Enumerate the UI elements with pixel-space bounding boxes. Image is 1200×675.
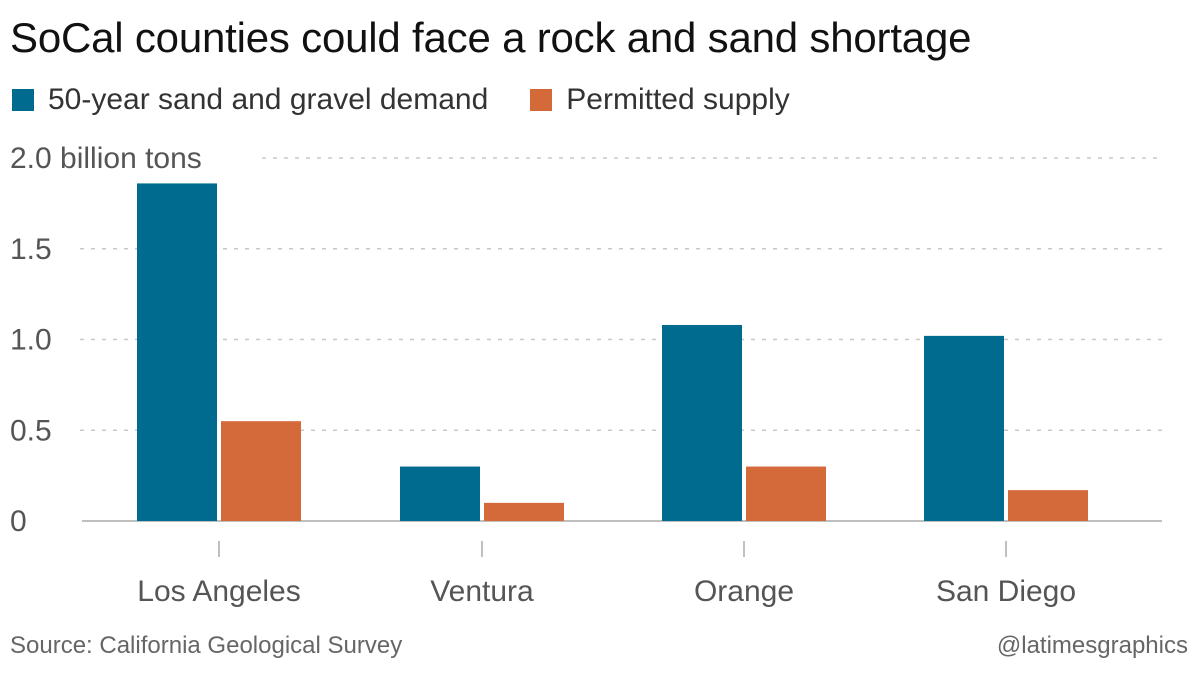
y-tick-label: 0.5 xyxy=(10,414,52,447)
bar-supply xyxy=(1008,490,1088,521)
legend-swatch-demand xyxy=(12,89,34,111)
legend-label-demand: 50-year sand and gravel demand xyxy=(48,83,489,116)
y-tick-label: 1.0 xyxy=(10,324,52,357)
y-tick-label: 1.5 xyxy=(10,233,52,266)
legend-label-supply: Permitted supply xyxy=(566,83,790,116)
y-tick-label: 0 xyxy=(10,505,27,538)
x-category-label: Los Angeles xyxy=(137,575,300,608)
legend-item-demand: 50-year sand and gravel demand xyxy=(12,83,488,117)
legend-swatch-supply xyxy=(530,89,553,111)
x-category-label: Ventura xyxy=(430,575,534,608)
chart-title: SoCal counties could face a rock and san… xyxy=(10,14,972,61)
bar-demand xyxy=(662,324,742,521)
bar-supply xyxy=(221,421,301,521)
credit-note: @latimesgraphics xyxy=(996,632,1188,659)
bar-demand xyxy=(924,335,1004,521)
x-category-label: San Diego xyxy=(936,575,1076,608)
bar-supply xyxy=(746,466,826,521)
source-note: Source: California Geological Survey xyxy=(10,632,403,659)
bar-supply xyxy=(484,502,564,521)
legend: 50-year sand and gravel demand Permitted… xyxy=(12,80,832,120)
bar-demand xyxy=(400,466,480,521)
y-tick-label: 2.0 billion tons xyxy=(10,142,202,175)
legend-item-supply: Permitted supply xyxy=(530,83,790,117)
x-category-label: Orange xyxy=(694,575,794,608)
bar-demand xyxy=(137,183,217,521)
